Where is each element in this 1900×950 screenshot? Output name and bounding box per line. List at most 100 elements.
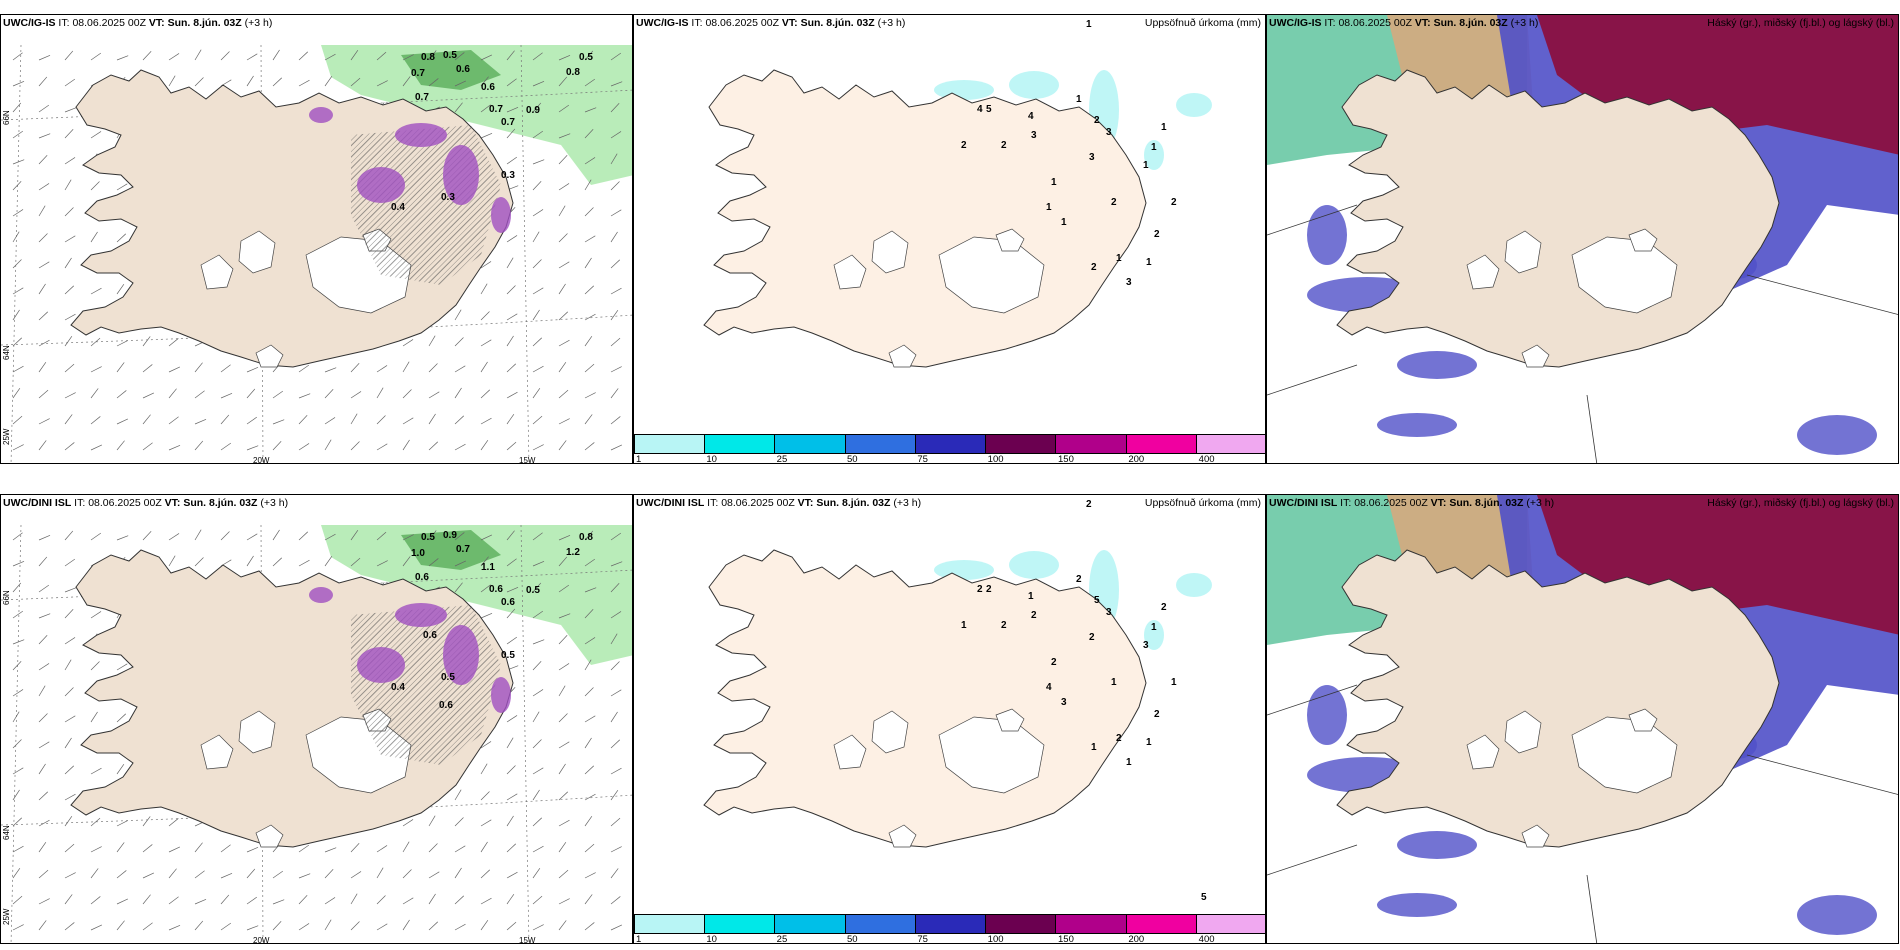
wind-barb (90, 817, 101, 827)
wind-barb (610, 739, 621, 749)
wind-barb (90, 846, 102, 853)
glacier (1466, 734, 1500, 770)
cloud-panel-top: UWC/IG-IS IT: 08.06.2025 00Z VT: Sun. 8.… (1266, 14, 1899, 464)
wind-barb (64, 50, 74, 61)
wind-barb (12, 80, 25, 87)
wind-barb (38, 898, 50, 905)
wind-barb (168, 416, 179, 425)
wind-barb (584, 50, 594, 61)
wind-barb (168, 338, 179, 347)
precip-value-label: 3 (1126, 277, 1132, 288)
wind-value-label: 0.9 (526, 105, 540, 116)
cloud-panel-bottom: UWC/DINI ISL IT: 08.06.2025 00Z VT: Sun.… (1266, 494, 1899, 944)
wind-barb (12, 711, 20, 723)
wind-barb (454, 845, 466, 853)
lon-label-25w: 25W (2, 908, 11, 925)
wind-barb (298, 414, 308, 425)
wind-barb (506, 737, 514, 749)
wind-barb (532, 660, 542, 671)
colorbar-segment (1056, 435, 1127, 453)
wind-barb (532, 387, 541, 399)
wind-barb (272, 557, 283, 567)
wind-barb (480, 389, 491, 399)
wind-barb (532, 532, 543, 541)
precip-value-label: 1 (1046, 202, 1052, 213)
precip-value-label: 1 (1086, 19, 1092, 30)
wind-barb (38, 920, 47, 931)
wind-barb (116, 870, 127, 879)
wind-barb (298, 873, 311, 879)
wind-barb (272, 529, 280, 541)
lead-time: (+3 h) (1510, 17, 1539, 29)
wind-barb (558, 791, 569, 801)
glacier (255, 824, 284, 848)
purple-precip-area (309, 587, 333, 603)
wind-value-label: 0.6 (415, 572, 429, 583)
lon-label-20w: 20W (253, 456, 270, 464)
wind-barb (38, 869, 49, 879)
wind-barb (558, 898, 570, 905)
glacier (938, 716, 1045, 794)
precip-panel-bottom: UWC/DINI ISL IT: 08.06.2025 00Z VT: Sun.… (633, 494, 1266, 944)
wind-barb (558, 920, 567, 931)
wind-barb (480, 339, 492, 347)
colorbar-segment (1196, 915, 1265, 933)
wind-value-label: 0.6 (439, 700, 453, 711)
wind-barb (12, 415, 23, 425)
wind-barb (402, 534, 414, 541)
wind-barb (142, 872, 155, 879)
wind-barb (168, 555, 176, 567)
wind-barb (506, 285, 516, 295)
wind-barb (558, 841, 567, 853)
wind-barb (558, 283, 566, 295)
wind-barb (584, 815, 593, 827)
glacier (200, 734, 234, 770)
wind-barb (324, 919, 332, 931)
wind-barb (194, 529, 202, 541)
purple-precip-area (491, 677, 511, 713)
wind-barb (584, 793, 596, 801)
wind-barb (194, 49, 202, 61)
wind-barb (90, 52, 102, 61)
wind-barb (350, 391, 362, 399)
wind-barb (64, 157, 76, 165)
wind-value-label: 0.7 (501, 117, 515, 128)
wind-barb (12, 867, 21, 879)
vt-label: VT: (1430, 497, 1447, 509)
wind-barb (90, 896, 101, 905)
colorbar-segment (986, 435, 1057, 453)
wind-barb (402, 54, 414, 61)
vt-value: Sun. 8.jún. 03Z (1449, 497, 1524, 509)
wind-barb (584, 78, 596, 87)
wind-barb (558, 440, 567, 451)
wind-barb (584, 637, 596, 645)
wind-barb (12, 365, 24, 373)
precip-value-label: 3 (1089, 152, 1095, 163)
purple-precip-area (395, 123, 447, 147)
wind-barb (64, 363, 75, 373)
wind-barb (454, 387, 462, 399)
wind-barb (142, 50, 152, 61)
wind-barb (350, 842, 360, 853)
wind-barb (272, 920, 282, 931)
wind-barb (38, 663, 50, 671)
wind-barb (12, 582, 22, 593)
wind-barb (584, 442, 595, 451)
wind-barb (272, 419, 285, 425)
wind-value-label: 1.1 (481, 562, 495, 573)
wind-barb (480, 819, 492, 827)
wind-barb (90, 767, 102, 775)
panel-header: UWC/IG-IS IT: 08.06.2025 00Z VT: Sun. 8.… (636, 17, 905, 29)
wind-barb (38, 534, 51, 541)
colorbar-segment (1126, 435, 1197, 453)
wind-barb (610, 209, 622, 217)
wind-barb (64, 235, 76, 243)
wind-barb (558, 556, 568, 567)
wind-barb (480, 534, 493, 541)
wind-barb (454, 582, 463, 593)
precip-value-label: 1 (1126, 757, 1132, 768)
wind-value-label: 0.3 (441, 192, 455, 203)
precip-value-label: 1 (1091, 742, 1097, 753)
wind-barb (324, 417, 336, 425)
wind-barb (90, 532, 102, 541)
